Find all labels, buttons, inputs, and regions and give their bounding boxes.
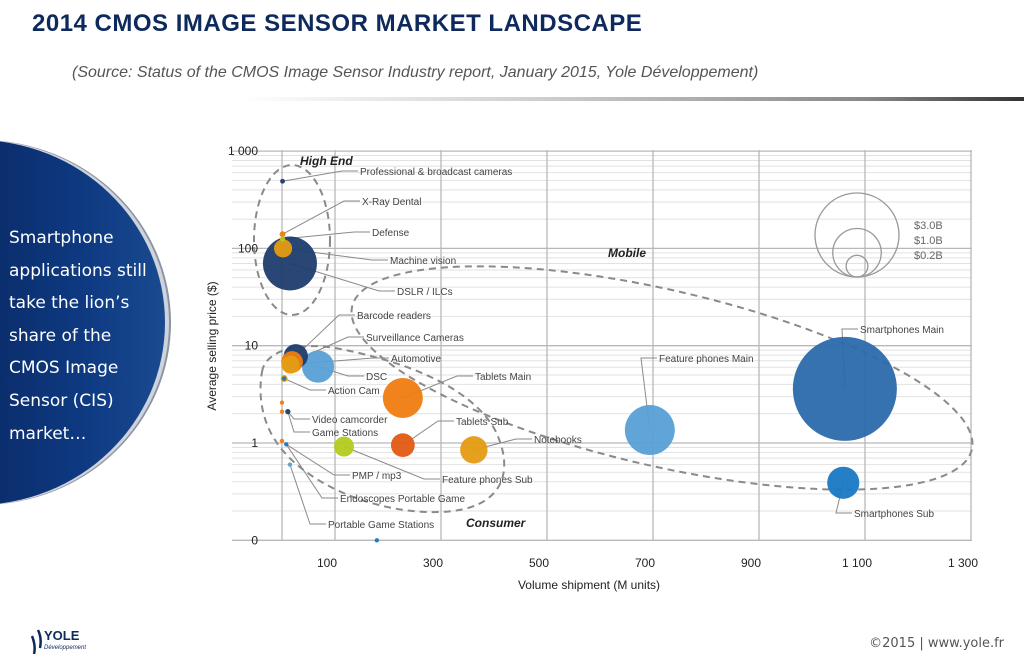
group-label-high-end: High End [300, 154, 353, 168]
x-tick-label: 100 [317, 556, 337, 570]
bubble [279, 409, 285, 414]
leader-line [282, 170, 358, 182]
bubble [827, 466, 860, 499]
svg-text:Développement: Développement [44, 645, 86, 651]
bubble [279, 231, 286, 238]
bubble-label: Portable Game Stations [328, 520, 434, 531]
logo-mark-icon: YOLE Développement [30, 628, 86, 655]
header-divider [240, 97, 1024, 101]
bubble-label: X-Ray Dental [362, 197, 421, 208]
x-tick-label: 1 100 [842, 556, 872, 570]
leader-line [473, 438, 532, 451]
y-axis-label: Average selling price ($) [205, 281, 219, 410]
size-legend-label: $0.2B [914, 250, 943, 262]
bubble [285, 408, 291, 415]
mobile-outline [350, 265, 974, 491]
bubble-label: Notebooks [534, 435, 582, 446]
group-outlines: High End Mobile Consumer [253, 154, 974, 530]
bubble-label: Feature phones Sub [442, 475, 533, 486]
callout-text: Smartphone applications still take the l… [9, 228, 147, 444]
slide-title: 2014 CMOS IMAGE SENSOR MARKET LANDSCAPE [32, 10, 643, 37]
consumer-outline [259, 345, 506, 514]
leader-line [343, 446, 440, 480]
y-tick-label: 100 [238, 241, 258, 255]
x-axis-label: Volume shipment (M units) [518, 578, 660, 592]
axes: Volume shipment (M units) Average sellin… [205, 281, 660, 592]
bubble [390, 433, 415, 458]
bubble-label: Feature phones Main [659, 354, 754, 365]
bubble-label: Smartphones Sub [854, 509, 934, 520]
y-tick-label: 0 [251, 533, 258, 547]
y-tick-label: 1 [251, 436, 258, 450]
bubble [279, 236, 286, 242]
bubble-label: Smartphones Main [860, 325, 944, 336]
bubble [281, 355, 300, 374]
bubble-label: Endoscopes Portable Game [340, 494, 466, 505]
bubble [374, 538, 380, 543]
bubble [281, 376, 287, 381]
y-tick-label: 10 [245, 339, 259, 353]
x-tick-label: 900 [741, 556, 761, 570]
bubble-label: Barcode readers [357, 311, 431, 322]
bubble-labels: Professional & broadcast cameras X-Ray De… [312, 167, 944, 531]
size-legend-label: $1.0B [914, 235, 943, 247]
leader-line [287, 411, 310, 433]
bubble [334, 436, 355, 457]
bubble [624, 405, 675, 455]
leader-line [285, 444, 338, 499]
bubble-label: Video camcorder [312, 415, 388, 426]
bubble-label: Professional & broadcast cameras [360, 167, 512, 178]
bubble [382, 378, 423, 419]
bubble [284, 442, 289, 447]
size-legend: $3.0B $1.0B $0.2B [814, 192, 943, 278]
bubble-label: Tablets Main [475, 372, 531, 383]
bubble-label: Defense [372, 228, 410, 239]
high-end-outline [253, 164, 331, 316]
bubble [460, 436, 488, 464]
leader-line [285, 443, 350, 476]
bubble [287, 462, 293, 467]
bubble-label: Game Stations [312, 428, 378, 439]
y-tick-label: 1 000 [228, 144, 258, 158]
leader-line [402, 420, 454, 446]
group-label-consumer: Consumer [466, 516, 527, 530]
size-legend-circle [845, 254, 869, 278]
leader-line [283, 378, 326, 391]
slide-subtitle: (Source: Status of the CMOS Image Sensor… [72, 64, 759, 81]
bubble-label: Automotive [391, 354, 441, 365]
leader-line [282, 231, 370, 240]
bubble [279, 400, 285, 405]
bubble-label: Machine vision [390, 256, 456, 267]
x-tick-label: 300 [423, 556, 443, 570]
bubbles [262, 178, 897, 543]
svg-text:YOLE: YOLE [44, 628, 80, 643]
bubble [280, 178, 285, 184]
size-legend-label: $3.0B [914, 220, 943, 232]
bubble-label: Tablets Sub [456, 417, 509, 428]
bubble [792, 336, 897, 441]
bubble-label: DSLR / ILCs [397, 287, 453, 298]
x-tick-label: 700 [635, 556, 655, 570]
group-label-mobile: Mobile [608, 246, 646, 260]
bubble [301, 350, 335, 383]
leader-line [287, 411, 310, 420]
bubble-label: PMP / mp3 [352, 471, 402, 482]
bubble-label: Surveillance Cameras [366, 333, 464, 344]
leader-line [295, 314, 355, 357]
leader-line [289, 464, 326, 525]
grid: 0 1 10 100 1 000 100 300 500 700 900 1 100 1 300 [228, 144, 978, 570]
leader-line [289, 262, 395, 292]
leader-line [282, 200, 360, 235]
copyright: ©2015 | www.yole.fr [869, 636, 1004, 651]
yole-logo: YOLE Développement [28, 622, 108, 659]
bubble [279, 438, 285, 444]
x-tick-label: 500 [529, 556, 549, 570]
bubble-label: DSC [366, 372, 387, 383]
x-tick-label: 1 300 [948, 556, 978, 570]
bubble [273, 239, 293, 258]
bubble-label: Action Cam [328, 386, 380, 397]
